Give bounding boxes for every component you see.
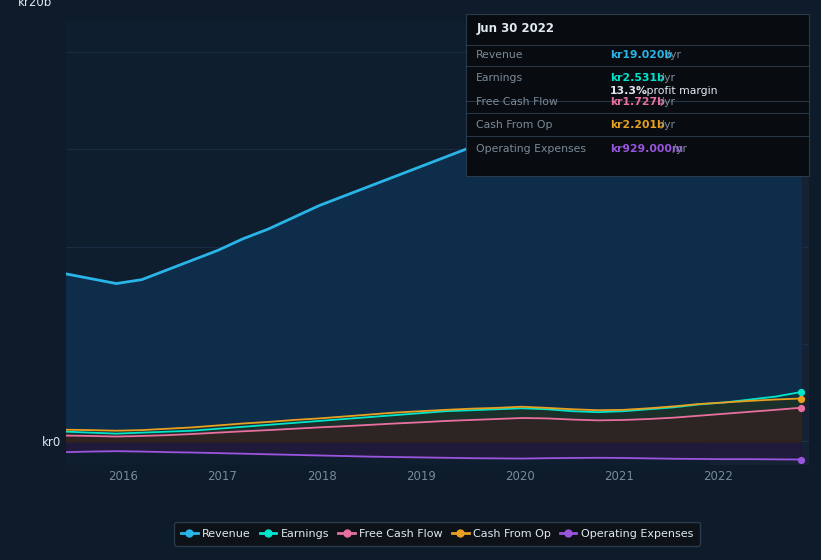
Text: 13.3%: 13.3% [610,86,648,96]
Point [794,388,807,396]
Text: profit margin: profit margin [643,86,718,96]
Point [794,455,807,464]
Text: kr929.000m: kr929.000m [610,144,683,154]
Bar [710,22,821,465]
Text: Free Cash Flow: Free Cash Flow [476,97,558,107]
Text: kr2.201b: kr2.201b [610,120,665,130]
Text: Jun 30 2022: Jun 30 2022 [476,22,554,35]
Text: /yr: /yr [658,97,676,107]
Point [794,394,807,403]
Text: /yr: /yr [658,73,676,83]
Text: kr1.727b: kr1.727b [610,97,665,107]
Point [794,403,807,412]
Text: kr20b: kr20b [17,0,52,9]
Text: Earnings: Earnings [476,73,523,83]
Text: kr19.020b: kr19.020b [610,50,672,60]
Text: Cash From Op: Cash From Op [476,120,553,130]
Legend: Revenue, Earnings, Free Cash Flow, Cash From Op, Operating Expenses: Revenue, Earnings, Free Cash Flow, Cash … [174,522,700,545]
Point [794,67,807,76]
Text: Operating Expenses: Operating Expenses [476,144,586,154]
Text: /yr: /yr [669,144,687,154]
Text: kr2.531b: kr2.531b [610,73,665,83]
Text: /yr: /yr [663,50,681,60]
Text: Revenue: Revenue [476,50,524,60]
Text: /yr: /yr [658,120,676,130]
